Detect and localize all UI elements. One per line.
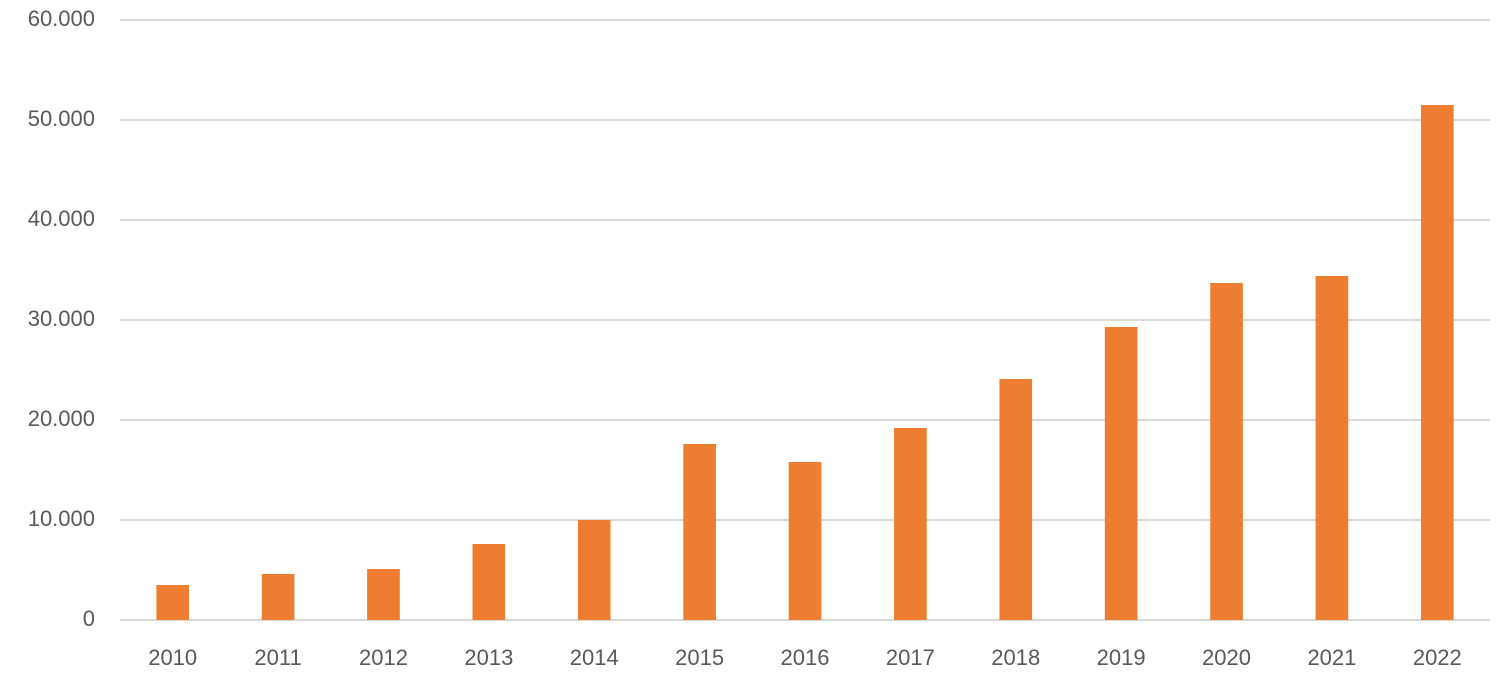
y-tick-label: 30.000 [28, 306, 95, 331]
bar [788, 462, 822, 620]
bar [577, 520, 611, 620]
y-tick-label: 20.000 [28, 406, 95, 431]
bar [1315, 276, 1349, 620]
x-tick-label: 2018 [991, 645, 1040, 670]
bar [894, 428, 927, 620]
x-tick-label: 2017 [886, 645, 935, 670]
y-tick-label: 10.000 [28, 506, 95, 531]
y-tick-label: 50.000 [28, 106, 95, 131]
bar [261, 574, 295, 620]
y-tick-label: 60.000 [28, 6, 95, 31]
x-tick-label: 2011 [254, 645, 301, 670]
x-tick-label: 2019 [1097, 645, 1146, 670]
bar [472, 544, 506, 620]
x-tick-label: 2014 [570, 645, 619, 670]
x-tick-label: 2012 [359, 645, 408, 670]
x-tick-label: 2010 [148, 645, 197, 670]
bar [1210, 283, 1243, 620]
bar [1104, 327, 1138, 620]
x-tick-label: 2020 [1202, 645, 1251, 670]
bar [367, 569, 400, 620]
bar [156, 585, 190, 620]
bar [1420, 105, 1454, 620]
x-tick-label: 2013 [464, 645, 513, 670]
x-tick-label: 2022 [1413, 645, 1462, 670]
y-tick-label: 40.000 [28, 206, 95, 231]
bar [999, 379, 1033, 620]
x-tick-label: 2015 [675, 645, 724, 670]
x-tick-label: 2016 [781, 645, 830, 670]
x-tick-label: 2021 [1307, 645, 1356, 670]
y-tick-label: 0 [83, 606, 95, 631]
bar [683, 444, 716, 620]
